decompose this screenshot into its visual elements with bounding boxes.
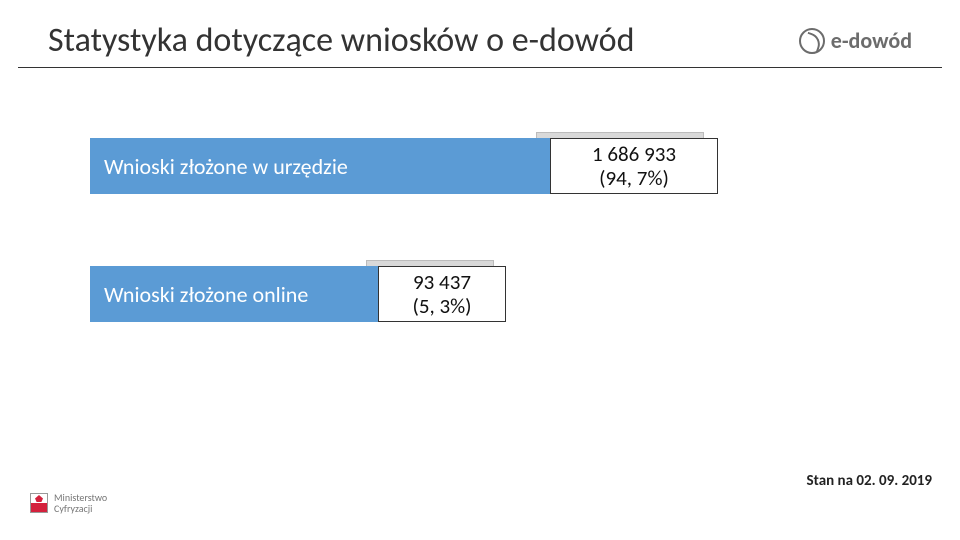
- brand-text: e-dowód: [831, 27, 912, 54]
- page-title: Statystyka dotyczące wniosków o e-dowód: [48, 20, 799, 61]
- chart-row: Wnioski złożone w urzędzie 1 686 933 (94…: [90, 138, 880, 194]
- ministry-text: Ministerstwo Cyfryzacji: [54, 492, 107, 514]
- ministry-line: Cyfryzacji: [54, 503, 107, 514]
- value-number: 93 437: [413, 270, 471, 294]
- bar-chart: Wnioski złożone w urzędzie 1 686 933 (94…: [0, 68, 960, 322]
- chart-row: Wnioski złożone online 93 437 (5, 3%): [90, 266, 880, 322]
- value-pct: (94, 7%): [599, 166, 669, 190]
- poland-emblem-icon: [30, 493, 48, 513]
- brand-logo: e-dowód: [799, 27, 912, 54]
- footer-date: Stan na 02. 09. 2019: [807, 472, 932, 490]
- bar-office: Wnioski złożone w urzędzie: [90, 138, 554, 194]
- value-box: 1 686 933 (94, 7%): [550, 138, 718, 194]
- bar-label: Wnioski złożone online: [104, 281, 308, 308]
- value-pct: (5, 3%): [412, 294, 471, 318]
- header: Statystyka dotyczące wniosków o e-dowód …: [18, 0, 942, 68]
- value-number: 1 686 933: [592, 142, 676, 166]
- edowod-icon: [799, 28, 825, 54]
- bar-label: Wnioski złożone w urzędzie: [104, 153, 348, 180]
- value-box: 93 437 (5, 3%): [378, 266, 506, 322]
- bar-online: Wnioski złożone online: [90, 266, 382, 322]
- ministry-logo: Ministerstwo Cyfryzacji: [30, 492, 107, 514]
